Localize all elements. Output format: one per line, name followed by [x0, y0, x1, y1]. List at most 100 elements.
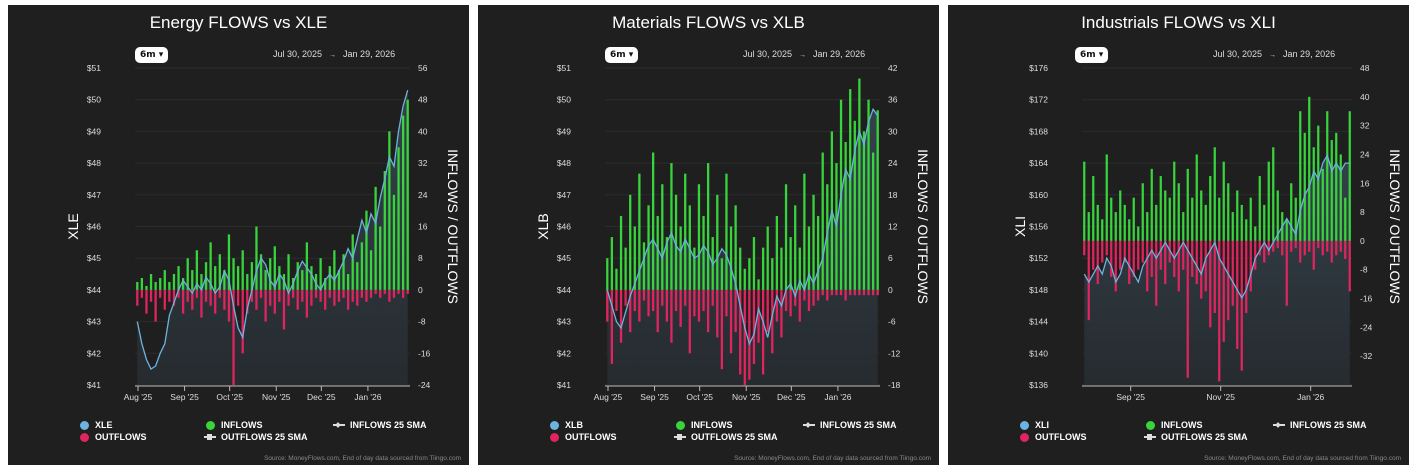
date-to[interactable]: Jan 29, 2026	[343, 49, 396, 59]
outflow-bar	[287, 289, 290, 306]
outflow-bar	[1267, 240, 1270, 256]
inflow-bar	[794, 205, 797, 290]
legend-label: XLB	[565, 420, 583, 430]
inflow-bar	[665, 237, 669, 290]
range-dropdown[interactable]: 6m ▾	[605, 47, 639, 63]
inflow-bar	[1146, 212, 1149, 241]
y-right-tick-label: 48	[418, 95, 428, 105]
range-dropdown[interactable]: 6m ▾	[1075, 47, 1109, 63]
legend-inflows[interactable]: INFLOWS	[206, 420, 263, 430]
outflow-bar	[606, 289, 609, 322]
y-right-tick-label: -8	[418, 317, 426, 327]
inflow-bar	[615, 268, 618, 290]
inflow-bar	[168, 281, 171, 290]
inflow-bar	[1168, 197, 1171, 241]
outflow-bar	[1177, 240, 1180, 292]
legend-inflows-sma[interactable]: INFLOWS 25 SMA	[1273, 420, 1367, 430]
legend-inflows[interactable]: INFLOWS	[676, 420, 733, 430]
circle-icon	[550, 432, 559, 442]
source-note[interactable]: Source: MoneyFlows.com, End of day data …	[264, 455, 461, 462]
outflow-bar	[401, 289, 405, 298]
y-right-tick-label: 16	[418, 222, 428, 232]
inflow-bar	[1114, 212, 1117, 241]
outflow-bar	[388, 289, 391, 302]
date-range[interactable]: Jul 30, 2025 → Jan 29, 2026	[743, 49, 865, 59]
outflow-bar	[1236, 240, 1239, 349]
date-to[interactable]: Jan 29, 2026	[813, 49, 866, 59]
inflow-bar	[1177, 183, 1180, 241]
outflow-bar	[1168, 240, 1171, 263]
y-left-tick-label: $51	[87, 63, 101, 73]
outflow-bar	[1348, 240, 1351, 292]
outflow-bar	[149, 289, 153, 302]
inflow-bar	[862, 131, 866, 290]
y-left-tick-label: $50	[87, 95, 101, 105]
legend-inflows-sma[interactable]: INFLOWS 25 SMA	[803, 420, 897, 430]
legend-outflows-sma[interactable]: OUTFLOWS 25 SMA	[674, 432, 778, 442]
legend-outflows[interactable]: OUTFLOWS	[550, 432, 617, 442]
legend-outflows[interactable]: OUTFLOWS	[1020, 432, 1087, 442]
outflow-bar	[1132, 240, 1135, 277]
inflow-bar	[1303, 132, 1306, 241]
y-right-tick-label: 24	[1360, 149, 1370, 159]
inflow-bar	[140, 278, 144, 290]
legend-outflows-sma[interactable]: OUTFLOWS 25 SMA	[1144, 432, 1248, 442]
legend-outflows[interactable]: OUTFLOWS	[80, 432, 147, 442]
date-to[interactable]: Jan 29, 2026	[1283, 49, 1336, 59]
date-from[interactable]: Jul 30, 2025	[1213, 49, 1263, 59]
legend: XLB OUTFLOWS INFLOWS OUTFLOWS 25 SMA INF…	[478, 420, 939, 450]
outflow-bar	[1335, 240, 1338, 256]
legend-outflows-sma[interactable]: OUTFLOWS 25 SMA	[204, 432, 308, 442]
legend-price[interactable]: XLI	[1020, 420, 1049, 430]
legend-price[interactable]: XLB	[550, 420, 583, 430]
price-line	[136, 90, 409, 371]
outflow-bar	[214, 289, 217, 314]
y-right-axis-title: INFLOWS / OUTFLOWS	[1387, 149, 1403, 304]
inflow-bar	[716, 194, 719, 290]
y-left-tick-label: $42	[557, 348, 571, 358]
legend-inflows[interactable]: INFLOWS	[1146, 420, 1203, 430]
source-note[interactable]: Source: MoneyFlows.com, End of day data …	[1204, 455, 1401, 462]
inflow-bar	[319, 258, 322, 290]
date-range[interactable]: Jul 30, 2025 → Jan 29, 2026	[1213, 49, 1335, 59]
y-left-tick-label: $49	[557, 126, 571, 136]
inflow-bar	[853, 120, 856, 290]
chart-svg: $51 $50 $49 $48 $47 $46 $45 $44 $43 $42 $41 42 36 30 2…	[535, 63, 931, 402]
x-tick-label: Oct '25	[216, 392, 243, 402]
inflow-bar	[310, 266, 313, 290]
price-line	[606, 107, 879, 346]
range-dropdown[interactable]: 6m ▾	[135, 47, 169, 63]
outflow-bar	[1245, 240, 1248, 313]
outflow-bar	[615, 289, 618, 312]
inflow-bar	[227, 234, 231, 290]
inflow-bar	[397, 147, 400, 290]
y-left-tick-label: $156	[1029, 222, 1048, 232]
inflow-bar	[1182, 212, 1185, 241]
inflow-bar	[314, 274, 318, 290]
inflow-bar	[757, 279, 760, 290]
outflow-bar	[1146, 240, 1149, 292]
outflow-bar	[333, 289, 336, 306]
date-range[interactable]: Jul 30, 2025 → Jan 29, 2026	[273, 49, 395, 59]
outflow-bar	[1231, 240, 1234, 306]
outflow-bar	[342, 289, 345, 298]
source-note[interactable]: Source: MoneyFlows.com, End of day data …	[734, 455, 931, 462]
y-right-tick-label: 6	[888, 253, 893, 263]
legend-label: INFLOWS 25 SMA	[350, 420, 427, 430]
outflow-bar	[337, 289, 341, 302]
outflow-bar	[752, 289, 756, 364]
inflow-bar	[752, 237, 756, 290]
outflow-bar	[862, 289, 866, 296]
legend-inflows-sma[interactable]: INFLOWS 25 SMA	[333, 420, 427, 430]
legend-label: INFLOWS 25 SMA	[820, 420, 897, 430]
inflow-bar	[328, 266, 331, 290]
legend-label: XLI	[1035, 420, 1050, 430]
outflow-bar	[1213, 240, 1216, 313]
date-from[interactable]: Jul 30, 2025	[743, 49, 793, 59]
legend-price[interactable]: XLE	[80, 420, 113, 430]
outflow-bar	[839, 289, 843, 296]
outflow-bar	[278, 289, 281, 302]
outflow-bar	[1137, 240, 1140, 270]
date-from[interactable]: Jul 30, 2025	[273, 49, 323, 59]
outflow-bar	[360, 289, 364, 298]
